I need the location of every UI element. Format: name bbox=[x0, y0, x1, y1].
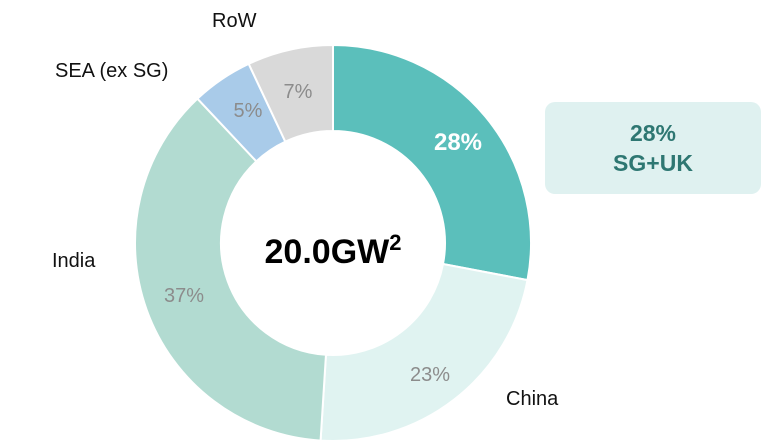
value-label-china: 23% bbox=[410, 364, 450, 386]
category-label-row: RoW bbox=[212, 10, 257, 32]
highlight-callout-box: 28% SG+UK bbox=[545, 102, 761, 194]
category-label-sea-ex-sg: SEA (ex SG) bbox=[55, 60, 168, 82]
category-label-india: India bbox=[52, 250, 96, 272]
callout-percent: 28% bbox=[629, 120, 677, 146]
slice-value-labels: 28% 23% 37% 5% 7% bbox=[164, 81, 482, 386]
value-label-india: 37% bbox=[164, 285, 204, 307]
value-label-sg-uk: 28% bbox=[434, 129, 482, 156]
donut-slices bbox=[134, 43, 532, 441]
center-value: 20.0GW bbox=[265, 233, 391, 271]
slice-india bbox=[134, 97, 328, 441]
slice-category-labels: China India SEA (ex SG) RoW bbox=[52, 10, 559, 410]
callout-segment-name: SG+UK bbox=[613, 150, 693, 176]
center-total-label: 20.0GW2 bbox=[265, 230, 402, 271]
value-label-sea-ex-sg: 5% bbox=[234, 100, 263, 122]
center-superscript: 2 bbox=[389, 230, 401, 255]
value-label-row: 7% bbox=[284, 81, 313, 103]
category-label-china: China bbox=[506, 388, 559, 410]
slice-sg-uk bbox=[332, 43, 532, 282]
slice-row bbox=[247, 43, 334, 143]
slice-china bbox=[319, 262, 529, 441]
